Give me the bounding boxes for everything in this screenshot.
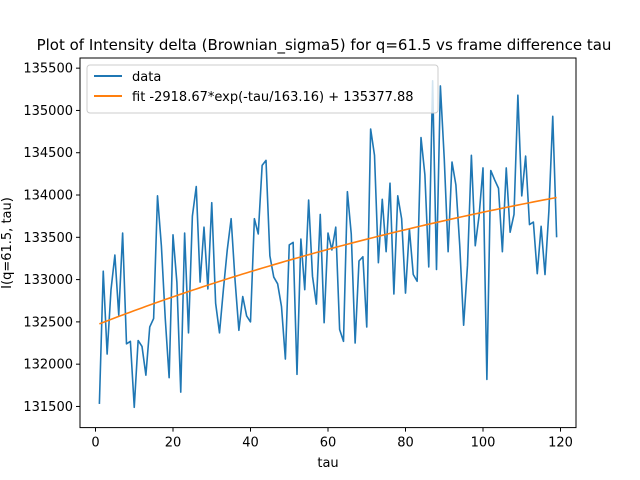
y-tick-label: 133000 [23, 273, 73, 288]
y-tick-label: 135500 [23, 62, 73, 77]
legend-frame [86, 64, 439, 114]
legend: data fit -2918.67*exp(-tau/163.16) + 135… [86, 64, 439, 114]
y-axis-label: I(q=61.5, tau) [0, 197, 15, 289]
series-line-fit [99, 196, 557, 325]
x-tick-label: 0 [91, 436, 99, 451]
y-tick-label: 134500 [23, 146, 73, 161]
x-tick-label: 80 [397, 436, 414, 451]
x-tick-label: 40 [242, 436, 259, 451]
plot-frame [79, 57, 577, 429]
x-tick-label: 100 [471, 436, 496, 451]
x-tick-label: 60 [320, 436, 337, 451]
y-tick-label: 132000 [23, 358, 73, 373]
x-tick-label: 20 [165, 436, 182, 451]
legend-label-fit: fit -2918.67*exp(-tau/163.16) + 135377.8… [132, 90, 414, 105]
x-tick-label: 120 [548, 436, 573, 451]
legend-label-data: data [132, 70, 161, 85]
y-tick-label: 132500 [23, 315, 73, 330]
x-axis-label: tau [317, 456, 338, 471]
y-axis-ticks: 131500 132000 132500 133000 133500 134000 1345… [23, 62, 80, 415]
series-layer [98, 80, 558, 409]
chart-title: Plot of Intensity delta (Brownian_sigma5… [37, 36, 612, 55]
y-tick-label: 133500 [23, 231, 73, 246]
y-tick-label: 135000 [23, 104, 73, 119]
y-tick-label: 131500 [23, 400, 73, 415]
series-line-data [98, 80, 558, 409]
y-tick-label: 134000 [23, 189, 73, 204]
x-axis-ticks: 0 20 40 60 80 100 120 [91, 427, 573, 451]
